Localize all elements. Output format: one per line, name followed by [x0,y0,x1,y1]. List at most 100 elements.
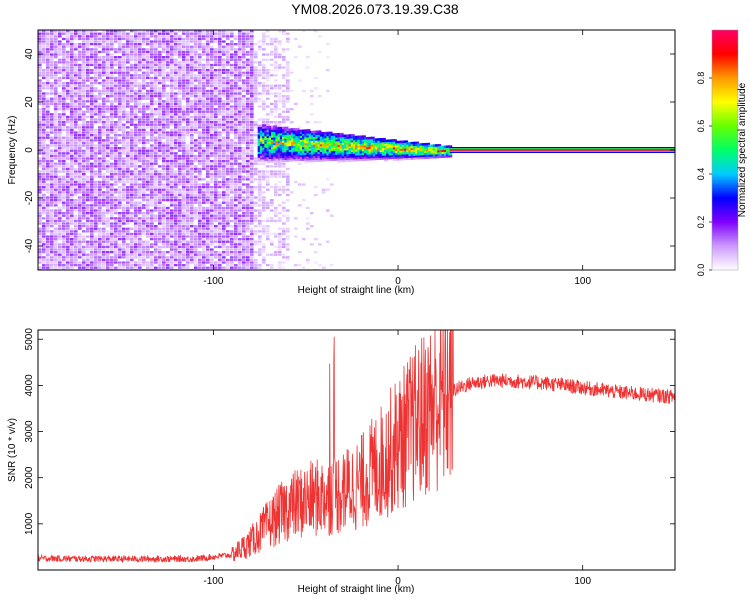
spectrogram-cell [110,256,114,259]
spectrogram-cell [50,56,54,59]
spectrogram-cell [126,35,130,38]
spectrogram-cell [50,196,54,199]
spectrogram-cell [254,134,258,137]
spectrogram-cell [118,121,122,124]
spectrogram-cell [218,206,222,210]
spectrogram-cell [166,165,170,168]
spectrogram-cell [234,191,238,194]
spectrogram-cell [126,245,130,249]
spectrogram-cell [118,238,122,241]
figure-title: YM08.2026.073.19.39.C38 [291,1,459,17]
spectrogram-cell [238,113,242,116]
spectrogram-cell [154,113,158,116]
spectrogram-cell [202,251,206,254]
spectrogram-cell [242,188,246,191]
spectrogram-cell [206,56,210,59]
spectrogram-cell [190,105,194,108]
spectrogram-cell [182,219,186,223]
spectrogram-cell [222,206,226,210]
spectrogram-cell [106,128,110,132]
spectrogram-cell [58,118,62,121]
spectrogram-cell [170,180,174,184]
spectrogram-cell [158,240,162,243]
spectrogram-cell [126,92,130,95]
spectrogram-cell [166,157,170,160]
spectrogram-cell [202,131,206,134]
spectrogram-cell [234,113,238,116]
spectrogram-cell [134,97,138,100]
spectrogram-cell [186,58,190,61]
spectrogram-cell [178,173,182,176]
spectrogram-cell [38,89,42,93]
spectrogram-cell [122,180,126,184]
spectrogram-cell [182,76,186,80]
spectrogram-cell [58,183,62,186]
spectrogram-cell [38,230,42,233]
spectrogram-cell [98,66,102,69]
spectrogram-cell [194,40,198,43]
spectrogram-cell [222,139,226,142]
spectrogram-cell [102,134,106,137]
spectrogram-cell [42,222,46,225]
spectrogram-cell [166,258,170,262]
spectrogram-cell [114,167,118,171]
spectrogram-cell [250,35,254,38]
spectrogram-cell [46,123,50,126]
spectrogram-cell [142,48,146,51]
spectrogram-cell [182,97,186,100]
spectrogram-cell [178,35,182,38]
spectrogram-cell [198,149,202,152]
spectrogram-cell [130,243,134,246]
spectrogram-cell [246,108,250,111]
spectrogram-cell [74,110,78,113]
spectrogram-cell [66,245,70,249]
spectrogram-cell [110,87,114,90]
spectrogram-cell [86,56,90,59]
spectrogram-cell [274,92,278,95]
spectrogram-cell [214,230,218,233]
spectrogram-cell [66,173,70,176]
spectrogram-cell [114,204,118,207]
spectrogram-cell [242,136,246,139]
spectrogram-cell [182,56,186,59]
spectrogram-cell [62,69,66,72]
spectrogram-cell [166,209,170,212]
spectrogram-cell [270,240,274,243]
spectrogram-cell [238,121,242,124]
spectrogram-cell [122,183,126,186]
spectrogram-cell [138,170,142,173]
spectrogram-cell [182,144,186,147]
spectrogram-cell [50,173,54,176]
spectrogram-cell [202,37,206,41]
spectrogram-cell [62,227,66,230]
spectrogram-cell [250,186,254,189]
spectrogram-cell [54,63,58,67]
spectrogram-cell [102,63,106,67]
spectrogram-cell [146,95,150,98]
spectrogram-cell [230,175,234,178]
spectrogram-cell [38,118,42,121]
spectrogram-cell [194,74,198,77]
spectrogram-cell [50,219,54,223]
spectrogram-cell [206,43,210,46]
spectrogram-cell [62,84,66,87]
spectrogram-cell [274,45,278,48]
spectrogram-cell [130,37,134,41]
spectrogram-cell [58,66,62,69]
spectrogram-cell [222,170,226,173]
spectrogram-cell [46,30,50,33]
spectrogram-cell [114,258,118,262]
spectrogram-cell [154,48,158,51]
spectrogram-cell [206,118,210,121]
spectrogram-cell [162,74,166,77]
spectrogram-cell [214,188,218,191]
spectrogram-cell [214,53,218,56]
spectrogram-cell [138,173,142,176]
spectrogram-cell [138,238,142,241]
spectrogram-cell [230,264,234,267]
spectrogram-cell [154,230,158,233]
spectrogram-cell [158,58,162,61]
spectrogram-cell [78,115,82,119]
spectrogram-cell [190,204,194,207]
spectrogram-cell [202,240,206,243]
